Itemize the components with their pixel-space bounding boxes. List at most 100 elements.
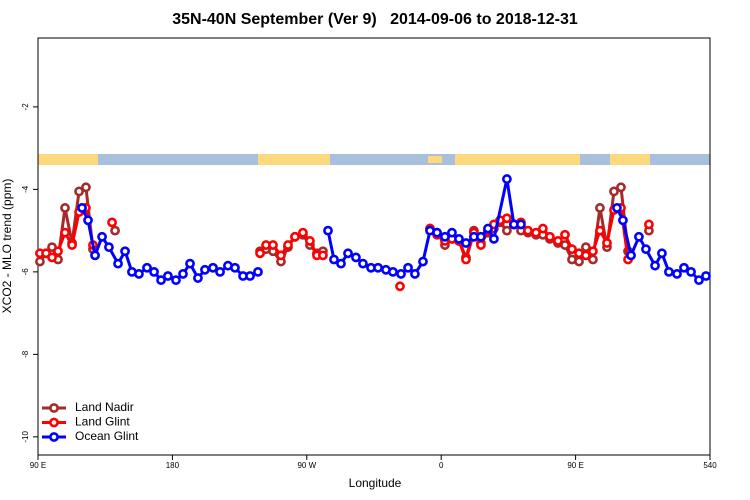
data-point: [178, 269, 188, 279]
data-point: [298, 227, 308, 238]
data-point: [516, 219, 526, 230]
data-point: [336, 258, 346, 269]
data-point: [483, 223, 493, 234]
data-point: [476, 240, 486, 250]
data-point: [358, 258, 368, 269]
data-point: [644, 219, 654, 230]
data-point: [110, 225, 120, 236]
data-point: [634, 231, 644, 242]
data-point: [531, 227, 541, 238]
data-point: [403, 262, 413, 273]
data-point: [672, 269, 682, 279]
y-tick-label: -2: [21, 103, 30, 111]
data-point: [208, 262, 218, 273]
x-tick-label: 90 E: [30, 461, 46, 470]
legend-label: Land Nadir: [75, 400, 134, 414]
data-point: [245, 271, 255, 281]
data-point: [567, 244, 577, 255]
data-point: [200, 264, 210, 275]
data-point: [701, 271, 711, 281]
data-point: [276, 250, 286, 261]
data-point: [329, 254, 339, 265]
data-point: [185, 258, 195, 269]
data-point: [268, 240, 278, 250]
data-point: [595, 225, 605, 236]
data-point: [410, 269, 420, 279]
data-point: [612, 203, 622, 213]
data-point: [616, 182, 626, 193]
data-point: [230, 262, 240, 273]
data-point: [83, 215, 93, 226]
data-point: [553, 236, 563, 246]
land-patch: [38, 154, 98, 165]
series: [77, 174, 711, 286]
data-point: [447, 227, 457, 238]
data-point: [626, 250, 636, 261]
data-point: [461, 254, 471, 265]
data-point: [283, 240, 293, 250]
data-point: [418, 256, 428, 267]
land-patch: [455, 154, 580, 165]
legend-label: Land Glint: [75, 415, 130, 429]
data-point: [395, 281, 405, 292]
data-point: [318, 250, 328, 261]
data-point: [77, 203, 87, 213]
data-point: [686, 266, 696, 277]
data-point: [461, 238, 471, 248]
series: [35, 203, 654, 292]
data-point: [305, 236, 315, 246]
data-point: [74, 186, 84, 197]
y-tick-label: -6: [21, 268, 30, 276]
x-tick-label: 180: [166, 461, 180, 470]
data-point: [602, 238, 612, 248]
data-point: [560, 229, 570, 240]
data-point: [664, 266, 674, 277]
data-point: [609, 186, 619, 197]
data-point: [290, 231, 300, 242]
map-strip: [38, 154, 710, 165]
data-point: [253, 266, 263, 277]
data-point: [215, 266, 225, 277]
data-point: [545, 231, 555, 242]
data-point: [60, 227, 70, 238]
x-tick-label: 90 E: [567, 461, 583, 470]
legend-marker: [49, 432, 59, 442]
data-point: [351, 252, 361, 263]
data-point: [440, 231, 450, 242]
data-point: [81, 182, 91, 193]
data-point: [595, 203, 605, 213]
data-point: [67, 240, 77, 250]
legend-label: Ocean Glint: [75, 429, 139, 443]
plot-frame: [37, 37, 711, 456]
data-point: [53, 246, 63, 257]
data-point: [60, 203, 70, 213]
land-patch: [258, 154, 330, 165]
legend-marker: [49, 417, 59, 428]
data-point: [163, 271, 173, 281]
data-point: [35, 256, 45, 267]
y-tick-label: -4: [21, 185, 30, 193]
data-point: [149, 266, 159, 277]
x-tick-label: 0: [439, 461, 444, 470]
data-point: [581, 250, 591, 261]
data-point: [134, 269, 144, 279]
data-point: [502, 174, 512, 184]
data-point: [618, 215, 628, 226]
data-point: [343, 248, 353, 259]
data-point: [373, 262, 383, 273]
data-point: [694, 275, 704, 286]
data-point: [107, 217, 117, 228]
land-patch: [610, 154, 650, 165]
data-point: [97, 231, 107, 242]
data-point: [476, 231, 486, 242]
data-point: [90, 250, 100, 261]
y-tick-label: -10: [21, 431, 30, 443]
data-point: [104, 242, 114, 253]
data-point: [193, 273, 203, 283]
data-point: [650, 260, 660, 271]
data-point: [657, 248, 667, 259]
x-tick-label: 90 W: [297, 461, 316, 470]
data-point: [502, 213, 512, 224]
data-point: [537, 223, 548, 234]
legend-marker: [49, 403, 59, 413]
